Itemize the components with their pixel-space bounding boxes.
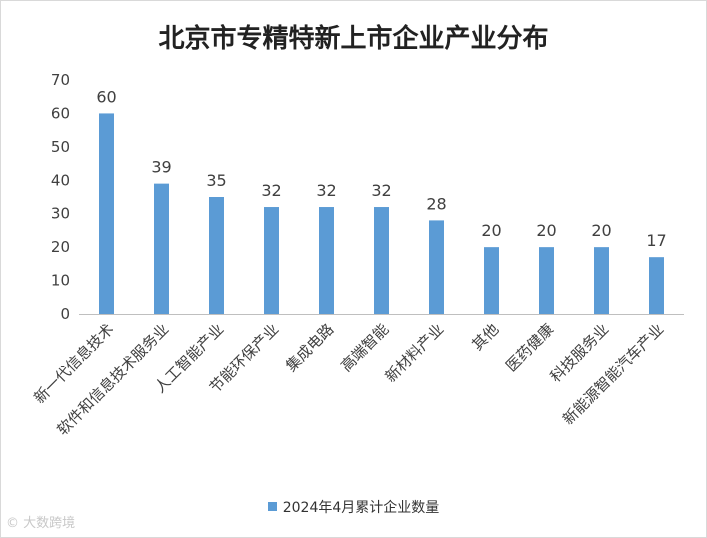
chart-title: 北京市专精特新上市企业产业分布 (158, 24, 549, 54)
bar (209, 197, 224, 314)
bar (99, 113, 114, 314)
data-label: 39 (151, 158, 171, 177)
y-tick-label: 70 (51, 71, 70, 89)
data-label: 32 (371, 181, 391, 200)
bar (264, 207, 279, 314)
category-label: 新能源智能汽车产业 (559, 320, 667, 428)
legend-label: 2024年4月累计企业数量 (282, 500, 440, 516)
data-label: 20 (536, 221, 556, 240)
data-label: 32 (316, 181, 336, 200)
chart-legend: 2024年4月累计企业数量 (0, 497, 707, 517)
bar (374, 207, 389, 314)
category-label: 集成电路 (282, 320, 337, 375)
bar (594, 247, 609, 314)
y-tick-label: 0 (60, 305, 70, 323)
data-label: 60 (96, 87, 116, 106)
data-label: 32 (261, 181, 281, 200)
y-tick-label: 40 (51, 171, 70, 189)
y-tick-label: 50 (51, 138, 70, 156)
category-label: 其他 (468, 320, 502, 354)
data-label: 28 (426, 194, 446, 213)
y-tick-label: 60 (51, 104, 70, 122)
bar (429, 220, 444, 314)
bar (484, 247, 499, 314)
bar (319, 207, 334, 314)
category-label: 新材料产业 (382, 320, 448, 386)
bar (649, 257, 664, 314)
data-label: 20 (481, 221, 501, 240)
data-label: 20 (591, 221, 611, 240)
category-label: 高端智能 (337, 320, 392, 375)
y-tick-label: 30 (51, 205, 70, 223)
y-tick-label: 20 (51, 238, 70, 256)
category-label: 医药健康 (502, 320, 557, 375)
watermark: © 大数跨境 (6, 516, 76, 531)
legend-swatch (267, 502, 277, 511)
bar (539, 247, 554, 314)
data-label: 35 (206, 171, 226, 190)
data-label: 17 (646, 231, 666, 250)
bar (154, 183, 169, 314)
y-tick-label: 10 (51, 272, 70, 290)
